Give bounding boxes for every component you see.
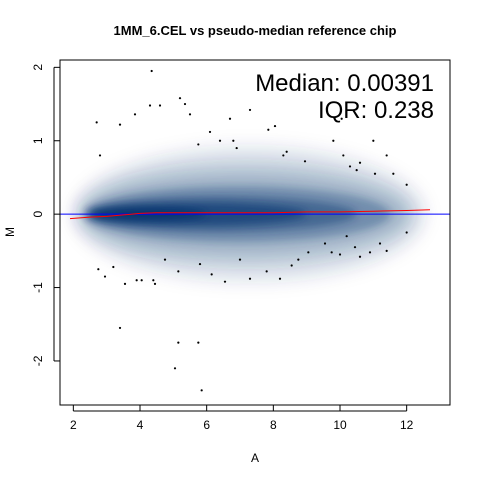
data-point [238,258,242,261]
data-point [177,341,180,344]
data-point [385,154,388,157]
data-point [355,169,358,172]
data-point [385,249,388,252]
chart-title: 1MM_6.CEL vs pseudo-median reference chi… [114,23,397,38]
y-axis-label: M [3,227,17,237]
data-point [133,113,137,116]
data-point [135,279,138,282]
data-point [112,265,115,269]
x-tick-label: 12 [400,418,414,432]
data-point [178,97,182,100]
x-tick-label: 10 [333,418,347,432]
data-point [97,268,100,271]
y-tick-label: -1 [31,282,45,293]
data-point [342,154,345,157]
data-point [358,255,362,258]
data-point [123,282,127,285]
data-point [163,258,167,261]
data-point [198,262,202,266]
y-tick-label: -2 [31,355,45,366]
data-point [153,282,157,285]
data-point [285,150,288,153]
x-tick-label: 4 [137,418,144,432]
y-tick-label: 2 [31,64,45,71]
data-point [248,277,252,280]
data-point [265,270,268,273]
data-point [332,139,335,142]
data-point [282,154,285,157]
x-tick-label: 2 [70,418,77,432]
data-point [340,117,343,120]
data-point [353,246,357,249]
data-point [140,279,143,282]
data-point [297,258,300,261]
x-tick-label: 6 [203,418,210,432]
x-axis: 2 4 6 8 10 12 [70,405,414,432]
data-point [405,183,408,186]
x-tick-label: 8 [270,418,277,432]
data-point [405,231,408,234]
data-point [303,160,307,163]
data-point [98,154,102,157]
data-point [330,251,333,254]
data-point [218,139,222,142]
outlier-points [95,69,408,392]
data-point [148,104,152,107]
data-point [197,341,200,344]
data-point [232,139,235,142]
data-point [372,139,375,142]
iqr-annotation: IQR: 0.238 [318,97,434,124]
data-point [358,161,362,164]
data-point [307,251,310,254]
data-point [188,113,192,116]
data-point [103,275,107,278]
y-axis: -2 -1 0 1 2 [31,64,60,366]
data-point [173,367,177,370]
data-point [200,389,203,392]
data-point [338,253,342,256]
data-point [378,242,382,245]
data-point [228,117,232,120]
data-point [278,277,282,280]
y-tick-label: 0 [31,210,45,217]
data-point [273,124,277,128]
data-point [345,235,348,238]
data-point [183,102,187,106]
x-axis-label: A [251,451,259,465]
data-point [248,108,252,112]
data-point [368,251,372,254]
data-point [392,172,395,175]
data-point [118,123,122,126]
plot-frame [59,59,451,406]
data-point [118,326,122,330]
loess-curve [69,209,431,220]
data-point [267,128,270,131]
median-annotation: Median: 0.00391 [255,70,434,97]
data-point [373,172,377,175]
data-point [323,242,327,245]
data-point [197,143,200,146]
data-point [208,130,212,134]
data-point [150,69,153,73]
data-point [235,146,238,150]
data-point [290,264,293,267]
data-point [152,279,155,282]
data-point [158,104,162,107]
data-point [210,273,213,276]
plot-area [60,69,450,392]
data-point [223,280,227,283]
data-point [95,121,98,124]
y-tick-label: 1 [31,137,45,144]
data-point [348,165,352,168]
data-point [177,270,180,273]
